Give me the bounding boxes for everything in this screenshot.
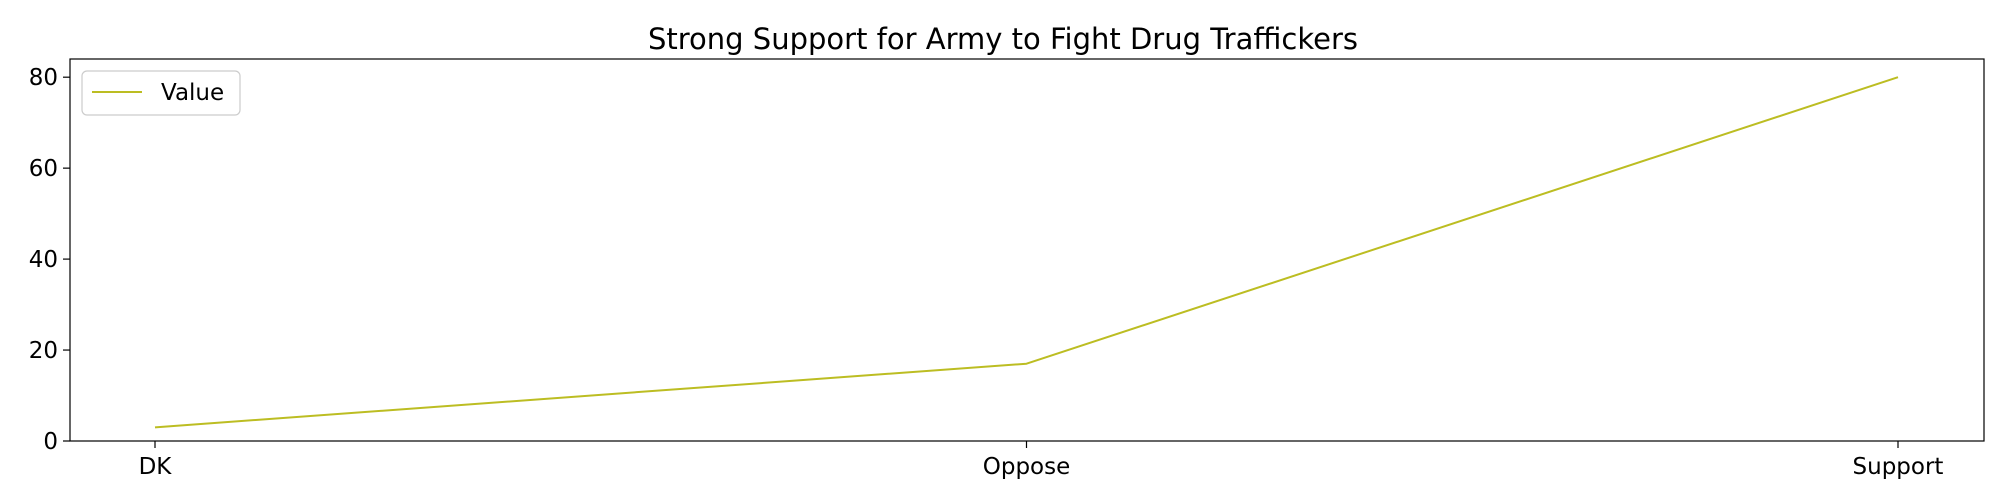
legend-box: [81, 70, 241, 116]
y-tick-label: 0: [43, 429, 58, 455]
y-tick-label: 20: [29, 338, 58, 364]
x-tick-label: DK: [139, 454, 173, 480]
y-tick-label: 40: [29, 247, 58, 273]
legend: Value: [81, 70, 241, 116]
series-layer: [154, 76, 1899, 429]
x-axis: DK Oppose Support: [139, 441, 1944, 480]
y-tick-label: 60: [29, 156, 58, 182]
legend-label-value: Value: [161, 80, 224, 106]
x-tick-label: Support: [1853, 454, 1944, 480]
chart-title: Strong Support for Army to Fight Drug Tr…: [648, 22, 1358, 56]
y-tick-label: 80: [29, 65, 58, 91]
series-line-value: [154, 76, 1899, 429]
x-tick-label: Oppose: [983, 454, 1071, 480]
y-axis: 0 20 40 60 80: [29, 65, 70, 455]
plot-area-frame: [69, 58, 1985, 442]
